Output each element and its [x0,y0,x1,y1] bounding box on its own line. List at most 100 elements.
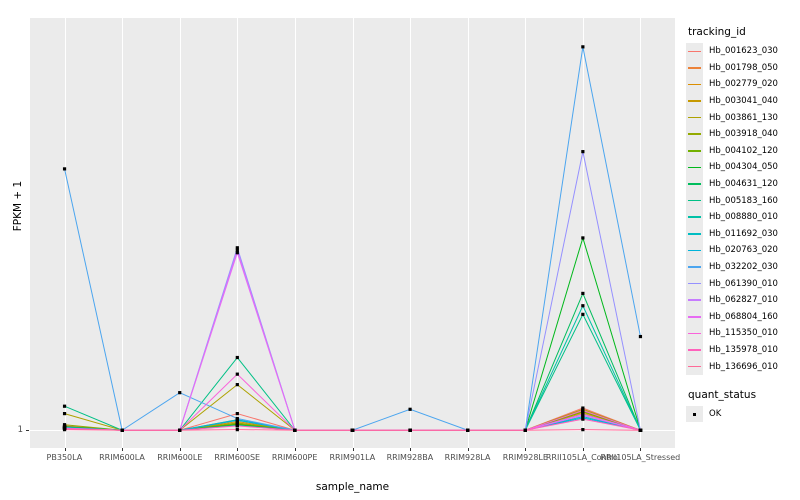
x-axis-tick-label: RRIM600LA [99,453,145,462]
legend-item-label: Hb_001623_030 [709,46,778,57]
legend-color-swatch-icon [686,341,703,359]
data-point [235,246,239,250]
legend-item-label: Hb_011692_030 [709,228,778,239]
data-point [235,428,239,432]
legend-item[interactable]: Hb_003041_040 [686,92,798,110]
grid-line-vertical [294,18,296,448]
y-axis-title: FPKM + 1 [12,180,24,232]
legend-item-label: Hb_061390_010 [709,278,778,289]
series-line [64,411,641,431]
data-point [581,45,585,49]
legend-color-swatch-icon [686,225,703,243]
data-point [350,428,355,432]
x-axis-tick-mark [237,448,239,451]
data-point [638,334,643,339]
data-point [235,248,239,252]
x-axis-tick-mark [64,448,66,451]
data-point [581,291,585,296]
data-point [62,423,67,427]
legend-item-label: Hb_003041_040 [709,96,778,107]
legend-item[interactable]: Hb_136696_010 [686,358,798,375]
legend-item-label: Hb_005183_160 [709,195,778,206]
legend-item-label: OK [709,409,722,420]
legend-item[interactable]: Hb_061390_010 [686,275,798,292]
legend-item[interactable]: Hb_004631_120 [686,175,798,193]
legend-item-label: Hb_020763_020 [709,245,778,256]
legend-item[interactable]: Hb_003861_130 [686,109,798,126]
legend-item[interactable]: Hb_002779_020 [686,76,798,93]
legend-item[interactable]: Hb_004304_050 [686,159,798,176]
grid-line-vertical [525,18,527,448]
legend-color-swatch-icon [686,159,703,176]
x-axis-tick-label: RRIM600PE [271,453,318,462]
data-point [581,417,585,421]
data-point [62,404,67,408]
legend-item[interactable]: Hb_115350_010 [686,325,798,342]
legend-color-swatch-icon [686,208,703,226]
data-point [581,304,585,308]
legend-item[interactable]: Hb_008880_010 [686,208,798,226]
y-axis-tick-label: 1 [17,424,23,435]
grid-line-vertical [582,18,584,448]
x-axis-tick-mark [410,448,412,451]
legend-item[interactable]: Hb_004102_120 [686,142,798,160]
series-line [64,251,641,431]
legend-item-label: Hb_003861_130 [709,112,778,123]
legend-color-swatch-icon [686,92,703,110]
legend-title-tracking-id: tracking_id [688,26,746,38]
legend-item[interactable]: Hb_001798_050 [686,59,798,77]
legend-item-ok[interactable]: OK [686,405,798,423]
data-point [523,428,527,432]
data-point [638,428,643,432]
legend-item[interactable]: Hb_001623_030 [686,43,798,60]
legend-item-label: Hb_068804_160 [709,311,778,322]
grid-line-vertical [640,18,642,448]
data-point [235,416,239,421]
legend-item[interactable]: Hb_011692_030 [686,225,798,243]
legend-item[interactable]: Hb_020763_020 [686,242,798,259]
legend-color-swatch-icon [686,175,703,193]
legend-color-swatch-icon [686,358,703,375]
legend-quant-status: quant_status OK [686,389,798,423]
x-axis-tick-label: RRII105LA_Control [545,453,620,462]
legend-item-label: Hb_032202_030 [709,262,778,273]
legend-item[interactable]: Hb_068804_160 [686,308,798,326]
data-point [235,424,239,428]
x-axis-tick-label: RRIM928BA [386,453,434,462]
legend-color-swatch-icon [686,242,703,259]
legend-item-label: Hb_135978_010 [709,344,778,355]
x-axis-tick-label: RRIM901LA [329,453,376,462]
data-point [235,251,239,255]
grid-line-vertical [237,18,239,448]
data-point [293,428,297,432]
legend-item[interactable]: Hb_005183_160 [686,192,798,209]
data-point [235,355,239,360]
data-point [178,428,182,432]
legend-item-label: Hb_004102_120 [709,145,778,156]
series-line [64,313,641,431]
x-axis-tick-label: RRIM928LA [444,453,491,462]
x-axis-tick-label: PB350LA [46,453,83,462]
data-point [581,150,585,154]
legend-item-label: Hb_062827_010 [709,295,778,306]
data-point [408,428,412,432]
y-axis-tick-mark [26,430,29,432]
legend-item[interactable]: Hb_135978_010 [686,341,798,359]
data-point [581,413,585,418]
data-point [235,372,239,376]
grid-line-vertical [179,18,181,448]
data-point [62,167,67,171]
legend-items-list: Hb_001623_030 Hb_001798_050 Hb_002779_020 H… [686,43,798,375]
legend-title-quant-status: quant_status [688,388,757,401]
legend-item[interactable]: Hb_003918_040 [686,125,798,143]
series-line [64,151,641,431]
x-axis-tick-mark [640,448,642,451]
data-point [581,312,585,316]
x-axis-tick-label: RRIM600SE [214,453,261,462]
legend-item-label: Hb_115350_010 [709,328,778,339]
data-point [120,428,124,432]
series-line [64,292,641,431]
legend-item[interactable]: Hb_032202_030 [686,258,798,276]
legend-item[interactable]: Hb_062827_010 [686,291,798,309]
x-axis-tick-mark [122,448,124,451]
